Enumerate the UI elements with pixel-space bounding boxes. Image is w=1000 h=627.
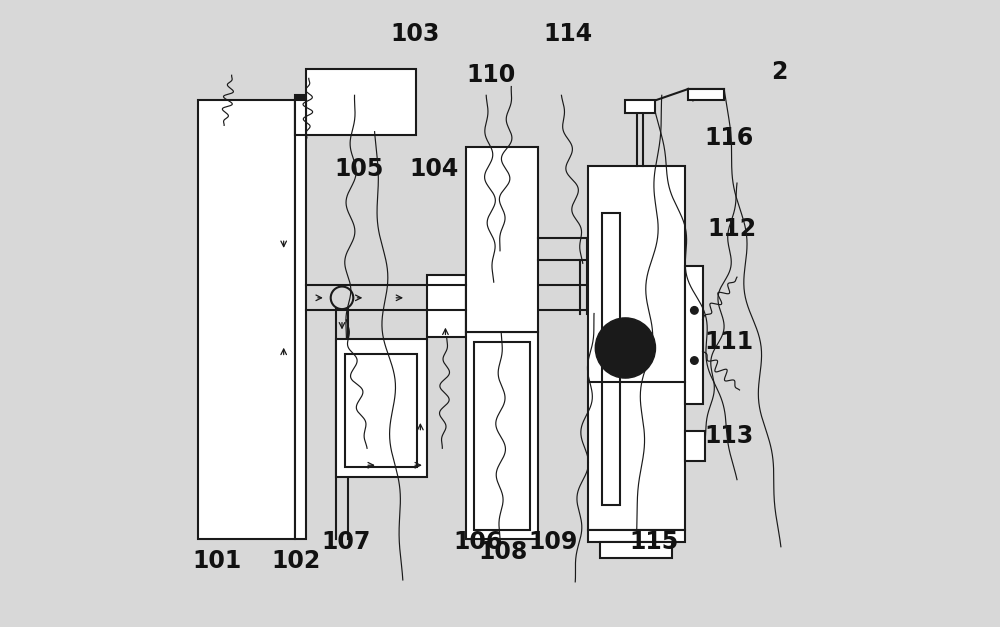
Text: 109: 109 [529,530,578,554]
Bar [685,266,703,404]
Bar [625,100,655,113]
Text: 103: 103 [391,23,440,46]
Circle shape [691,357,698,364]
Text: 106: 106 [453,530,503,554]
Text: 105: 105 [334,157,384,181]
Bar [602,213,620,505]
Text: 108: 108 [478,540,528,564]
Text: 116: 116 [704,126,753,150]
Bar [345,354,417,467]
Bar [600,542,672,558]
Text: 104: 104 [410,157,459,181]
Text: 2: 2 [771,60,787,84]
Text: 115: 115 [629,530,678,554]
Bar [588,166,685,530]
Bar [588,530,685,542]
Text: 112: 112 [707,217,757,241]
Text: 114: 114 [543,23,592,46]
Bar [295,95,306,100]
Text: 110: 110 [466,63,515,87]
Bar [295,100,306,539]
Circle shape [595,318,655,378]
Bar [685,431,705,461]
Bar [306,69,416,135]
Bar [198,100,295,539]
Bar [466,332,538,539]
Circle shape [691,307,698,314]
Bar [688,89,724,100]
Bar [336,339,427,477]
Bar [295,100,306,135]
Text: 113: 113 [704,424,753,448]
Bar [474,342,530,530]
Text: 111: 111 [704,330,753,354]
Bar [427,275,466,337]
Text: 102: 102 [272,549,321,573]
Bar [466,147,538,332]
Text: 101: 101 [192,549,241,573]
Text: 107: 107 [322,530,371,554]
